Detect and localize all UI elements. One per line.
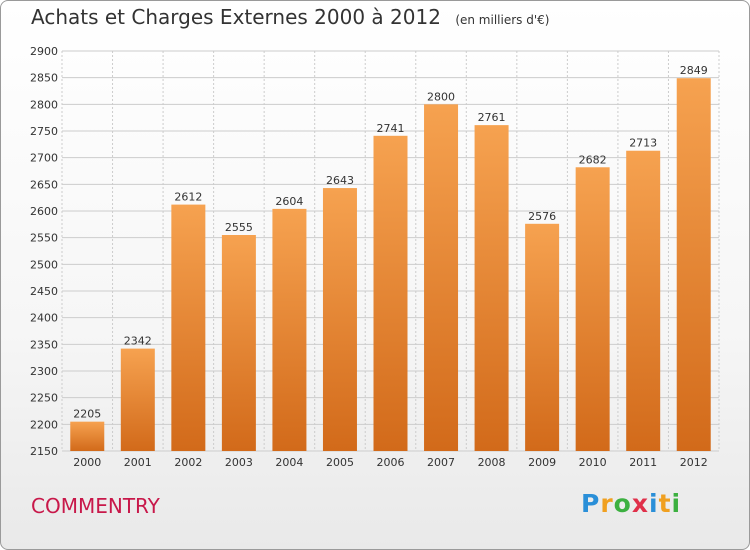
y-tick-label: 2450 [30,285,58,298]
y-tick-label: 2600 [30,205,58,218]
chart-title: Achats et Charges Externes 2000 à 2012 [31,5,441,29]
bar-2005 [322,188,357,452]
bar-2006 [373,135,408,452]
x-tick-label-2003: 2003 [225,456,253,469]
x-tick-label-2004: 2004 [275,456,303,469]
bar-2002 [171,204,206,451]
x-tick-label-2010: 2010 [579,456,607,469]
bar-2003 [221,235,256,451]
x-tick-label-2005: 2005 [326,456,354,469]
bar-2007 [424,104,459,451]
y-tick-label: 2250 [30,392,58,405]
logo-letter: r [600,489,614,518]
bar-2010 [575,167,610,451]
y-tick-label: 2200 [30,418,58,431]
data-label-2006: 2741 [377,122,405,135]
x-tick-label-2000: 2000 [73,456,101,469]
labels-layer: 2150 2200 2250 2300 2350 2400 2450 2500 2550 2600… [30,45,708,469]
y-tick-label: 2700 [30,152,58,165]
logo-letter: i [649,489,659,518]
data-label-2001: 2342 [124,335,152,348]
data-label-2007: 2800 [427,90,455,103]
y-tick-label: 2350 [30,338,58,351]
chart-title-block: Achats et Charges Externes 2000 à 2012 (… [31,5,549,29]
y-tick-label: 2300 [30,365,58,378]
logo-letter: t [658,489,672,518]
x-tick-label-2006: 2006 [377,456,405,469]
data-label-2008: 2761 [478,111,506,124]
data-label-2009: 2576 [528,210,556,223]
x-tick-label-2001: 2001 [124,456,152,469]
bar-2004 [272,208,307,451]
bar-2012 [676,78,711,451]
logo-letter: o [613,489,632,518]
bar-2000 [70,421,105,451]
city-name: COMMENTRY [31,494,160,518]
y-tick-label: 2500 [30,258,58,271]
x-tick-label-2002: 2002 [174,456,202,469]
y-tick-label: 2400 [30,312,58,325]
logo-letter: x [631,489,649,518]
bar-2011 [626,150,661,451]
y-tick-label: 2850 [30,72,58,85]
x-tick-label-2008: 2008 [478,456,506,469]
bar-2008 [474,125,509,451]
data-label-2012: 2849 [680,64,708,77]
bar-2001 [120,348,155,451]
y-tick-label: 2900 [30,45,58,58]
y-tick-label: 2800 [30,98,58,111]
y-tick-label: 2550 [30,232,58,245]
x-tick-label-2011: 2011 [629,456,657,469]
data-label-2005: 2643 [326,174,354,187]
bars-layer [70,78,711,452]
y-tick-label: 2150 [30,445,58,458]
x-tick-label-2009: 2009 [528,456,556,469]
chart-subtitle: (en milliers d'€) [455,13,550,27]
data-label-2000: 2205 [73,408,101,421]
data-label-2010: 2682 [579,153,607,166]
data-label-2002: 2612 [174,191,202,204]
data-label-2003: 2555 [225,221,253,234]
proxiti-logo: Proxiti [581,489,681,518]
x-tick-label-2007: 2007 [427,456,455,469]
y-tick-label: 2750 [30,125,58,138]
logo-letter: i [671,489,682,518]
data-label-2011: 2713 [629,137,657,150]
logo-letter: P [581,489,601,518]
data-label-2004: 2604 [275,195,303,208]
y-tick-label: 2650 [30,178,58,191]
x-tick-label-2012: 2012 [680,456,708,469]
bar-2009 [525,223,560,451]
